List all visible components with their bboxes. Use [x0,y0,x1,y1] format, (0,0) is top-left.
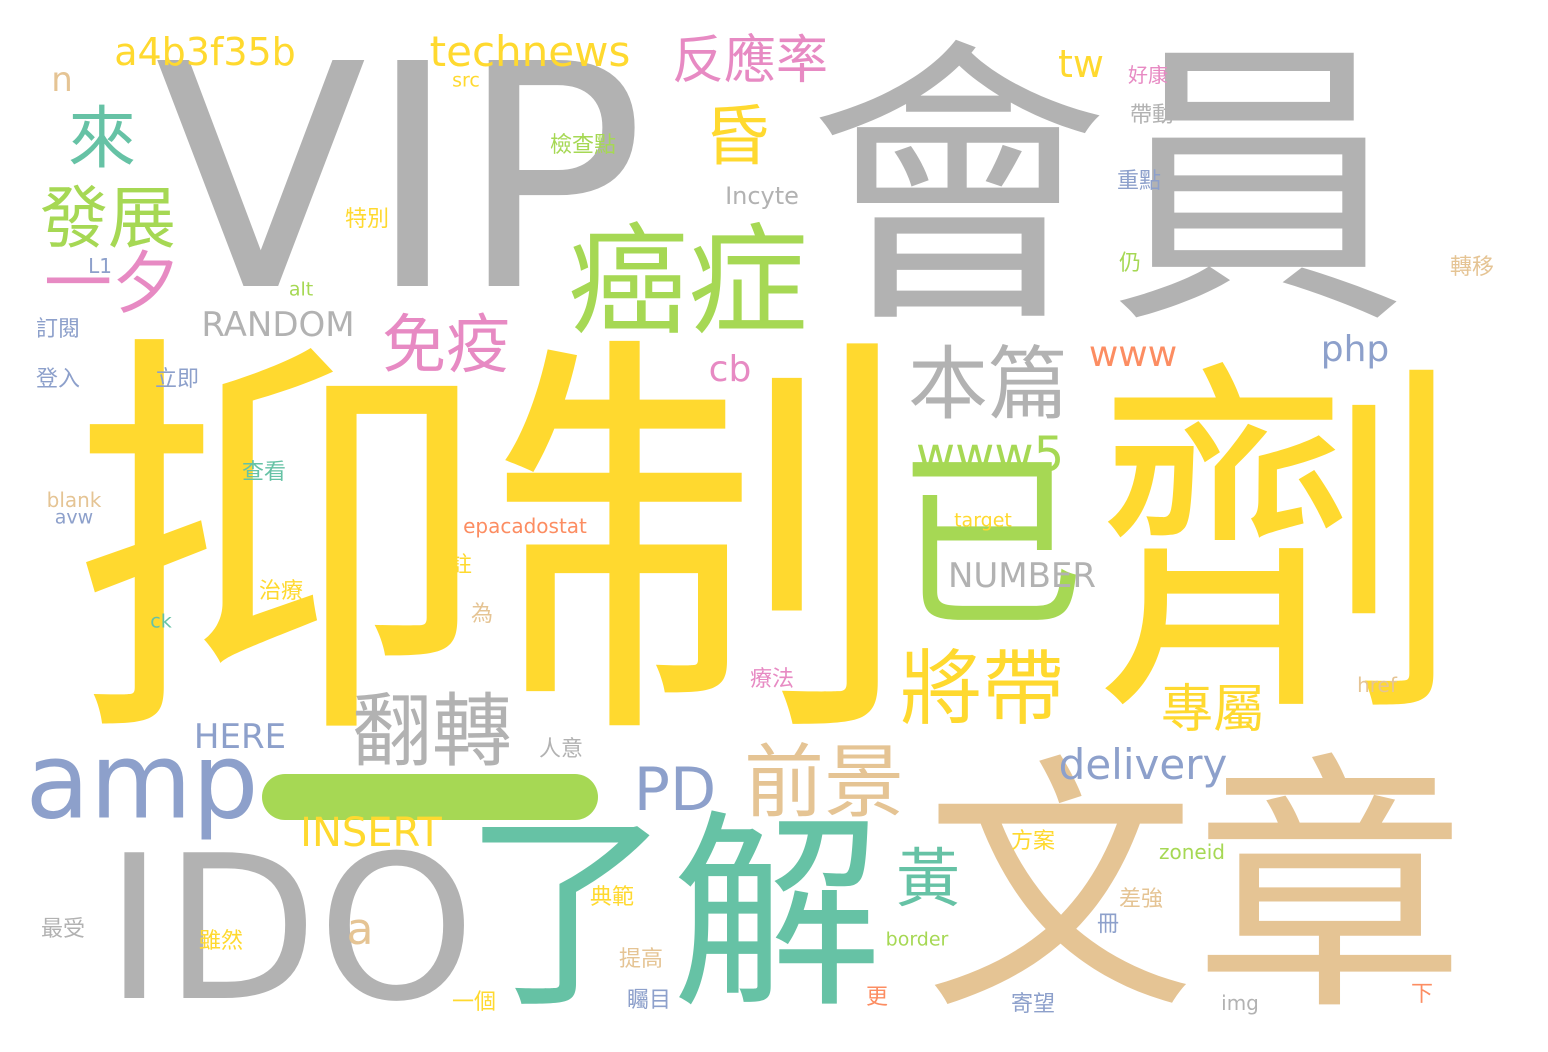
word-ding-yue: 訂閱 [35,317,81,342]
word-delivery: delivery [1058,740,1228,789]
word-n: n [51,60,73,100]
word-pd: PD [633,755,717,825]
word-hun: 昏 [704,98,770,175]
word-zui-shou: 最受 [40,917,86,942]
word-hao-kang: 好康 [1128,63,1168,87]
word-cha-kan: 查看 [241,460,287,485]
word-yi-zhi: 抑制 [68,303,908,792]
word-zhong-dian: 重點 [1116,169,1162,194]
word-huang: 黃 [896,843,960,917]
word-deng-ru: 登入 [35,367,81,392]
word-random: RANDOM [201,305,355,345]
word-zoneid: zoneid [1159,840,1225,864]
word-zhuan-yi: 轉移 [1449,255,1495,280]
dash-bar [262,774,598,820]
word-jiang-dai: 將帶 [899,642,1065,737]
word-a4b3f35b: a4b3f35b [114,30,296,74]
word-fa-zhan: 發展 [39,180,177,259]
word-number: NUMBER [947,556,1097,596]
word-border: border [885,928,949,951]
word-l1: L1 [88,254,112,278]
word-cha-qiang: 差強 [1118,887,1164,912]
word-zhu-mu: 矚目 [626,988,672,1013]
word-img: img [1221,991,1259,1015]
word-zhu: 註 [449,553,473,578]
word-zhi-liao: 治療 [258,579,304,604]
word-dai-dong: 帶動 [1129,103,1175,128]
word-sui-ran: 雖然 [198,929,244,954]
word-blank: blank [46,488,102,512]
word-php: php [1320,329,1390,370]
word-ai-zheng: 癌症 [568,213,808,352]
word-vip: VIP [154,0,646,360]
word-href: href [1357,673,1397,697]
word-ben-pian: 本篇 [908,338,1068,431]
word-ck: ck [150,610,172,633]
word-jian-cha-dian: 檢查點 [549,133,617,158]
word-target: target [954,509,1012,532]
word-mian-yi: 免疫 [382,309,510,383]
word-wei: 為 [470,602,494,627]
word-tw: tw [1058,42,1104,86]
word-ce: 冊 [1096,912,1120,937]
word-hui-yuan: 會員 [808,15,1408,364]
word-liao-jie: 了解 [461,792,883,1037]
word-ido: IDO [104,813,476,1046]
word-lai: 來 [67,100,137,179]
word-fan-zhuan: 翻轉 [352,685,512,778]
word-avw: avw [54,506,94,529]
word-here: HERE [193,717,287,757]
word-technews: technews [429,27,631,76]
word-li-ji: 立即 [154,367,200,392]
word-ti-gao: 提高 [618,947,664,972]
word-ren-yi: 人意 [538,737,584,762]
word-www5: www5 [915,427,1065,483]
word-fang-an: 方案 [1010,829,1056,854]
word-cb: cb [708,349,752,390]
word-src: src [452,69,480,92]
word-zhuan-shu: 專屬 [1160,680,1266,740]
word-ji-wang: 寄望 [1010,992,1056,1017]
word-yi: 已 [894,434,1086,655]
word-yi-ge: 一個 [451,990,497,1015]
word-reng: 仍 [1118,251,1142,276]
word-ji: 劑 [1093,333,1463,763]
word-www: www [1088,334,1178,375]
word-a: a [346,904,374,955]
word-dian-fan: 典範 [589,885,635,910]
word-wen-zhang: 文章 [925,732,1465,1047]
word-te-bie: 特別 [344,207,390,232]
word-yi-xi: 一夕 [43,245,181,324]
word-alt: alt [288,278,314,301]
word-liao-fa: 療法 [749,667,795,692]
word-qian-jing: 前景 [744,736,904,829]
word-insert: INSERT [300,810,442,856]
word-xia: 下 [1410,982,1434,1007]
word-incyte: Incyte [725,182,799,210]
word-fan-ying-lu: 反應率 [671,31,829,91]
word-amp: amp [25,720,259,843]
word-geng: 更 [865,985,889,1010]
word-epacadostat: epacadostat [463,514,587,538]
